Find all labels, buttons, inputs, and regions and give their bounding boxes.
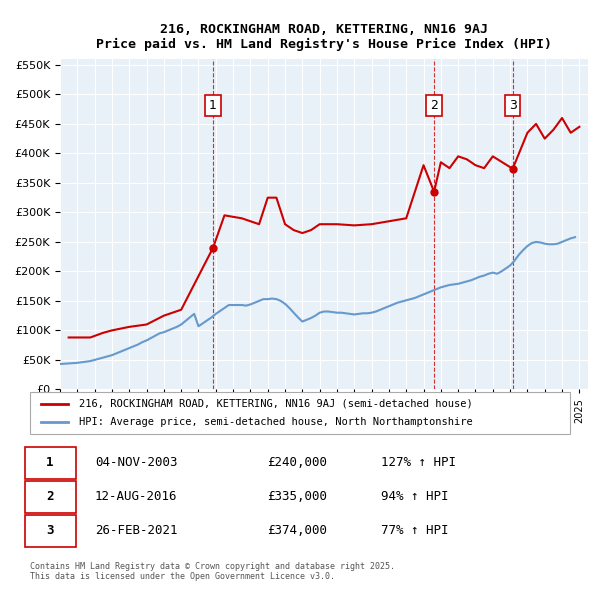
Text: 12-AUG-2016: 12-AUG-2016 bbox=[95, 490, 178, 503]
Text: £374,000: £374,000 bbox=[268, 525, 328, 537]
FancyBboxPatch shape bbox=[25, 481, 76, 513]
Text: 2: 2 bbox=[430, 99, 438, 112]
Text: 3: 3 bbox=[509, 99, 517, 112]
FancyBboxPatch shape bbox=[25, 514, 76, 547]
Title: 216, ROCKINGHAM ROAD, KETTERING, NN16 9AJ
Price paid vs. HM Land Registry's Hous: 216, ROCKINGHAM ROAD, KETTERING, NN16 9A… bbox=[96, 23, 552, 51]
Text: 2: 2 bbox=[46, 490, 54, 503]
Text: Contains HM Land Registry data © Crown copyright and database right 2025.
This d: Contains HM Land Registry data © Crown c… bbox=[30, 562, 395, 581]
Text: 1: 1 bbox=[46, 456, 54, 469]
Text: 26-FEB-2021: 26-FEB-2021 bbox=[95, 525, 178, 537]
Text: HPI: Average price, semi-detached house, North Northamptonshire: HPI: Average price, semi-detached house,… bbox=[79, 417, 472, 427]
FancyBboxPatch shape bbox=[30, 392, 570, 434]
Text: 216, ROCKINGHAM ROAD, KETTERING, NN16 9AJ (semi-detached house): 216, ROCKINGHAM ROAD, KETTERING, NN16 9A… bbox=[79, 399, 472, 409]
FancyBboxPatch shape bbox=[25, 447, 76, 478]
Text: 1: 1 bbox=[209, 99, 217, 112]
Text: 3: 3 bbox=[46, 525, 54, 537]
Text: 94% ↑ HPI: 94% ↑ HPI bbox=[381, 490, 449, 503]
Text: £335,000: £335,000 bbox=[268, 490, 328, 503]
Text: 127% ↑ HPI: 127% ↑ HPI bbox=[381, 456, 456, 469]
Text: 77% ↑ HPI: 77% ↑ HPI bbox=[381, 525, 449, 537]
Text: £240,000: £240,000 bbox=[268, 456, 328, 469]
Text: 04-NOV-2003: 04-NOV-2003 bbox=[95, 456, 178, 469]
